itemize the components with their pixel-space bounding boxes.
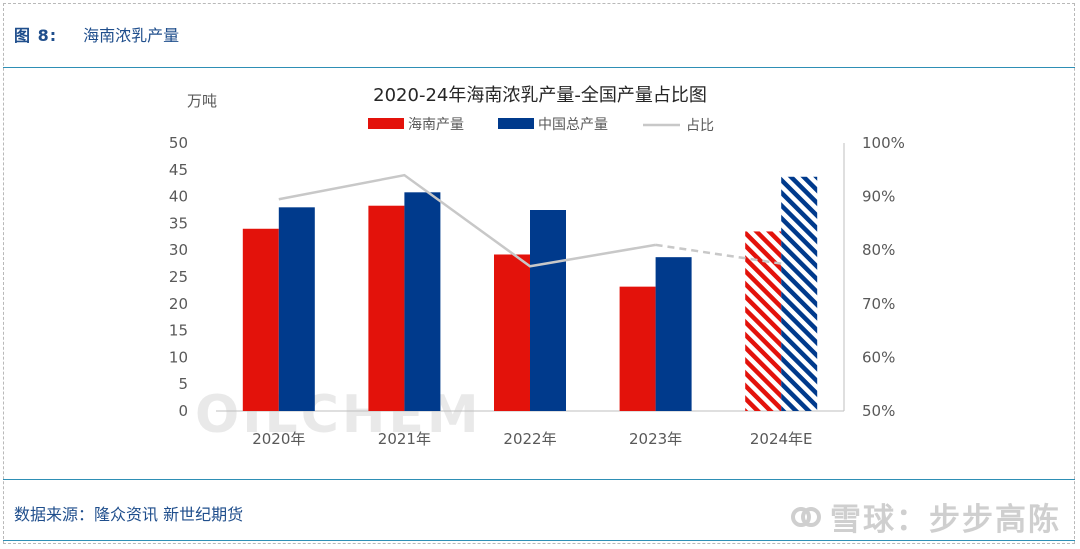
legend-label-china: 中国总产量 xyxy=(538,117,608,133)
bottom-rule xyxy=(3,540,1075,541)
y-tick-label: 10 xyxy=(169,348,188,366)
y2-tick-label: 50% xyxy=(862,402,895,420)
bar-china xyxy=(530,210,566,411)
y2-tick-label: 60% xyxy=(862,348,895,366)
ratio-line-estimate xyxy=(655,243,782,265)
bar-china xyxy=(278,207,315,411)
x-tick-label: 2023年 xyxy=(629,430,682,448)
bar-hainan xyxy=(242,228,279,411)
y-tick-label: 30 xyxy=(169,241,188,259)
bar-hainan xyxy=(368,205,405,411)
bar-china xyxy=(655,257,692,411)
legend-swatch-china xyxy=(498,118,534,129)
y-tick-label: 35 xyxy=(169,214,188,232)
y2-tick-label: 80% xyxy=(862,241,895,259)
figure-title: 海南浓乳产量 xyxy=(83,26,180,45)
chart-title: 2020-24年海南浓乳产量-全国产量占比图 xyxy=(373,85,707,106)
y-tick-label: 40 xyxy=(169,188,188,206)
legend-label-ratio: 占比 xyxy=(686,118,714,134)
y-tick-label: 20 xyxy=(169,295,188,313)
y-tick-label: 45 xyxy=(169,161,188,179)
y2-tick-label: 70% xyxy=(862,295,895,313)
legend: 海南产量 中国总产量 占比 xyxy=(368,117,714,134)
x-tick-label: 2020年 xyxy=(252,430,305,448)
bar-china xyxy=(781,176,818,411)
y-tick-label: 15 xyxy=(169,322,188,340)
y-tick-label: 0 xyxy=(178,402,188,420)
y2-tick-label: 100% xyxy=(862,134,905,152)
bar-hainan xyxy=(619,286,656,411)
bar-hainan xyxy=(494,254,530,411)
bars xyxy=(242,176,818,411)
bar-hainan xyxy=(745,231,782,411)
x-tick-label: 2024年E xyxy=(750,430,813,448)
ratio-line-solid xyxy=(278,173,656,268)
figure-frame xyxy=(3,3,1075,544)
y-tick-label: 5 xyxy=(178,375,188,393)
watermark-text: 雪球：步步高陈 xyxy=(830,502,1061,538)
y-tick-label: 50 xyxy=(169,134,188,152)
x-tick-label: 2022年 xyxy=(503,430,556,448)
y2-tick-label: 90% xyxy=(862,188,895,206)
bar-china xyxy=(404,192,441,411)
y-axis-right: 50% 60% 70% 80% 90% 100% xyxy=(862,134,905,420)
footer-divider xyxy=(3,479,1075,480)
y-axis-unit: 万吨 xyxy=(187,92,217,110)
y-axis-left: 0 5 10 15 20 25 30 35 40 45 50 xyxy=(169,134,188,420)
x-axis-labels: 2020年 2021年 2022年 2023年 2024年E xyxy=(252,430,812,448)
data-source: 数据来源：隆众资讯 新世纪期货 xyxy=(14,505,244,524)
header-divider xyxy=(3,67,1075,68)
x-tick-label: 2021年 xyxy=(378,430,431,448)
legend-label-hainan: 海南产量 xyxy=(408,117,464,133)
figure-number: 图 8: xyxy=(14,26,58,45)
ratio-line xyxy=(278,173,782,268)
figure-header: 图 8: 海南浓乳产量 xyxy=(14,22,179,46)
y-tick-label: 25 xyxy=(169,268,188,286)
watermark: 雪球：步步高陈 xyxy=(790,494,1061,539)
legend-swatch-hainan xyxy=(368,118,404,129)
snowball-logo-icon xyxy=(791,506,821,527)
